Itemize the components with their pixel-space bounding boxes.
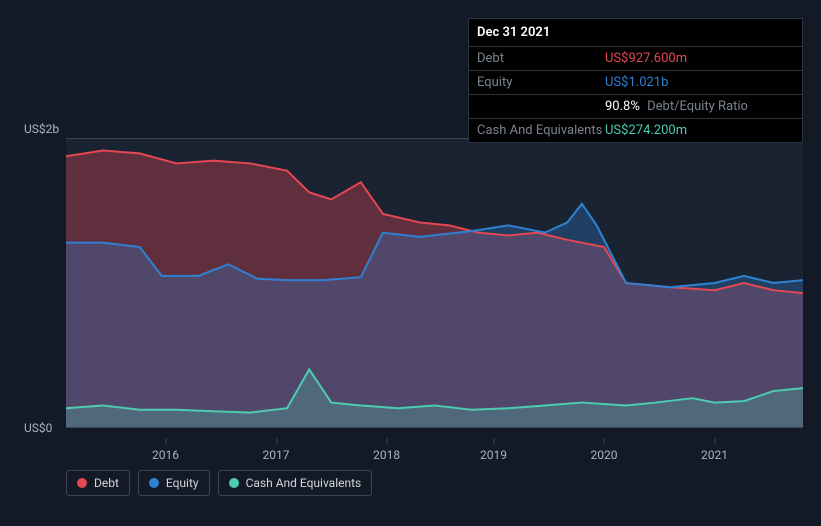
tooltip-subtext: Debt/Equity Ratio [644,99,748,114]
chart-legend: Debt Equity Cash And Equivalents [66,470,372,496]
plot-area[interactable] [66,138,803,428]
x-tick-label: 2017 [263,448,290,462]
tooltip-label: Cash And Equivalents [477,123,605,138]
tooltip-label: Equity [477,75,605,90]
legend-dot-icon [149,478,159,488]
x-axis-ticks: 201620172018201920202021 [66,438,803,458]
legend-item-equity[interactable]: Equity [138,470,210,496]
chart-tooltip: Dec 31 2021 DebtUS$927.600mEquityUS$1.02… [468,18,803,143]
tooltip-row: EquityUS$1.021b [469,71,802,95]
legend-label: Debt [94,476,119,490]
tooltip-value: US$927.600m [605,51,687,66]
y-axis-min: US$0 [24,421,52,435]
tooltip-row: 90.8% Debt/Equity Ratio [469,95,802,119]
x-tick-label: 2018 [373,448,400,462]
tooltip-value: US$274.200m [605,123,687,138]
tooltip-label [477,99,605,114]
x-tick-label: 2021 [701,448,728,462]
tooltip-row: Cash And EquivalentsUS$274.200m [469,119,802,142]
tooltip-value: US$1.021b [605,75,668,90]
debt-equity-chart: US$2b US$0 201620172018201920202021 Debt… [18,120,803,470]
legend-item-debt[interactable]: Debt [66,470,130,496]
x-tick-label: 2019 [480,448,507,462]
tooltip-date: Dec 31 2021 [469,19,802,47]
legend-dot-icon [229,478,239,488]
legend-dot-icon [77,478,87,488]
tooltip-row: DebtUS$927.600m [469,47,802,71]
tooltip-label: Debt [477,51,605,66]
y-axis-max: US$2b [24,122,59,136]
legend-label: Equity [166,476,199,490]
legend-item-cash[interactable]: Cash And Equivalents [218,470,373,496]
x-tick-label: 2020 [591,448,618,462]
x-tick-label: 2016 [152,448,179,462]
tooltip-value: 90.8% Debt/Equity Ratio [605,99,748,114]
legend-label: Cash And Equivalents [246,476,362,490]
